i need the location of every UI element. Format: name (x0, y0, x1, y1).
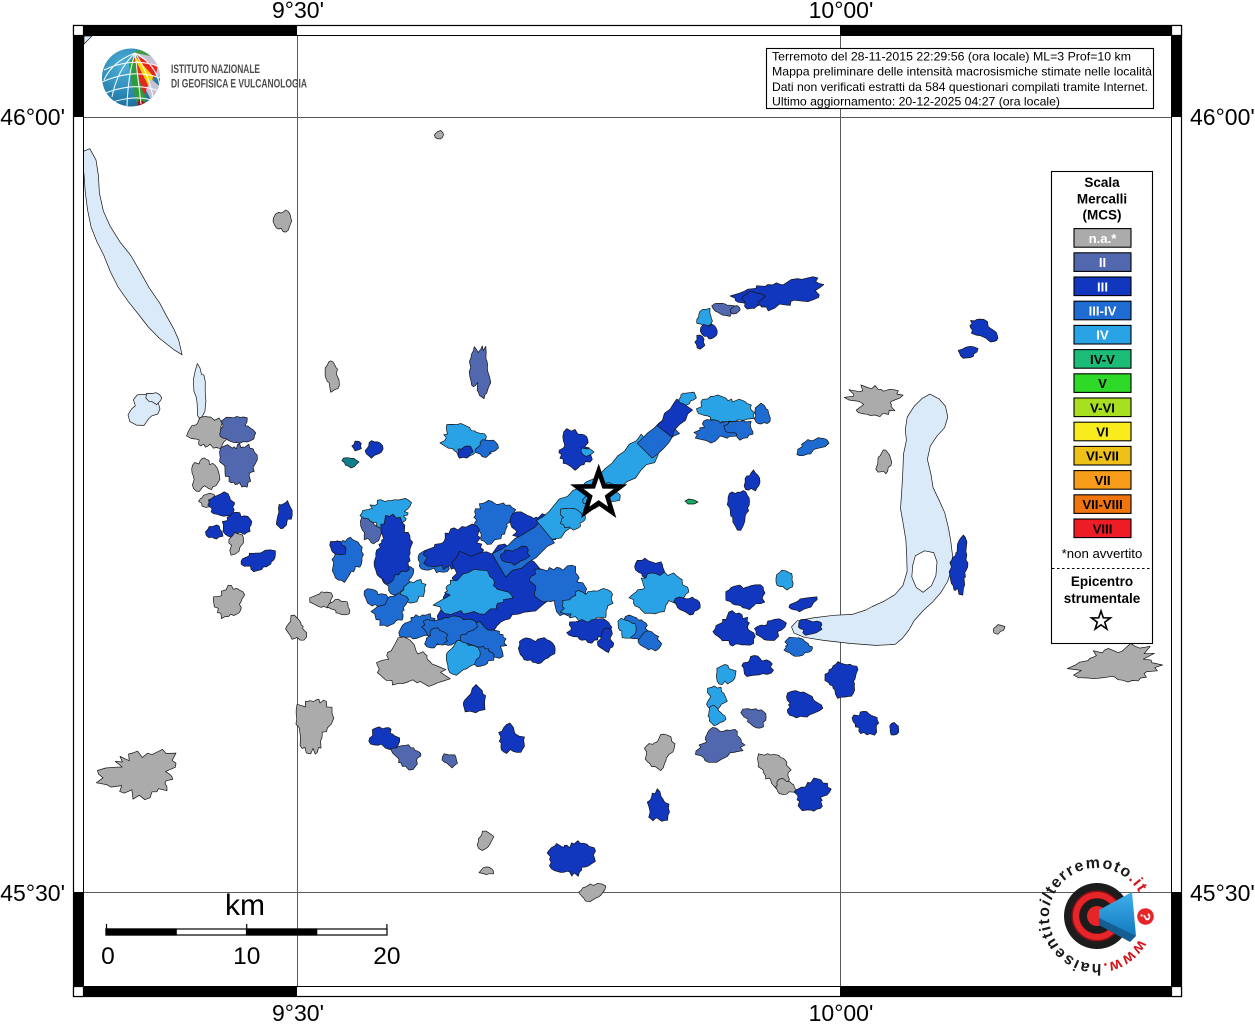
svg-text:VI: VI (1096, 425, 1108, 440)
svg-text:9°30': 9°30' (272, 0, 324, 23)
svg-text:45°30': 45°30' (0, 880, 65, 906)
svg-text:10°00': 10°00' (809, 0, 874, 23)
svg-text:Terremoto del 28-11-2015 22:29: Terremoto del 28-11-2015 22:29:56 (ora l… (772, 50, 1131, 64)
svg-text:VII: VII (1094, 473, 1110, 488)
svg-text:0: 0 (101, 943, 115, 970)
svg-text:V-VI: V-VI (1090, 400, 1115, 415)
svg-text:II: II (1099, 255, 1106, 270)
svg-text:III: III (1097, 279, 1108, 294)
svg-text:Mercalli: Mercalli (1077, 192, 1127, 207)
svg-text:20: 20 (373, 943, 400, 970)
svg-text:n.a.*: n.a.* (1089, 231, 1118, 246)
svg-text:9°30': 9°30' (272, 1000, 324, 1024)
svg-text:V: V (1098, 376, 1107, 391)
svg-text:IV: IV (1096, 328, 1109, 343)
svg-text:km: km (225, 889, 265, 922)
svg-text:*non avvertito: *non avvertito (1062, 546, 1143, 561)
svg-text:strumentale: strumentale (1064, 591, 1141, 606)
svg-text:10°00': 10°00' (809, 1000, 874, 1024)
svg-text:ISTITUTO NAZIONALE: ISTITUTO NAZIONALE (171, 64, 260, 76)
svg-text:45°30': 45°30' (1190, 880, 1255, 906)
svg-text:?: ? (1137, 911, 1154, 922)
svg-text:DI GEOFISICA E VULCANOLOGIA: DI GEOFISICA E VULCANOLOGIA (171, 79, 307, 91)
svg-text:Ultimo aggiornamento: 20-12-20: Ultimo aggiornamento: 20-12-2025 04:27 (… (772, 94, 1060, 108)
svg-text:IV-V: IV-V (1090, 352, 1115, 367)
svg-text:III-IV: III-IV (1089, 304, 1117, 319)
svg-text:46°00': 46°00' (1190, 104, 1255, 130)
svg-text:46°00': 46°00' (0, 104, 65, 130)
svg-text:Dati non verificati estratti d: Dati non verificati estratti da 584 ques… (772, 80, 1148, 94)
svg-text:VII-VIII: VII-VIII (1082, 497, 1122, 512)
svg-text:Epicentro: Epicentro (1071, 574, 1133, 589)
svg-text:Scala: Scala (1084, 175, 1120, 190)
svg-text:10: 10 (233, 943, 260, 970)
svg-text:Mappa preliminare delle intens: Mappa preliminare delle intensità macros… (772, 65, 1152, 79)
svg-text:VI-VII: VI-VII (1086, 449, 1119, 464)
svg-text:(MCS): (MCS) (1083, 208, 1122, 223)
svg-text:VIII: VIII (1093, 521, 1113, 536)
